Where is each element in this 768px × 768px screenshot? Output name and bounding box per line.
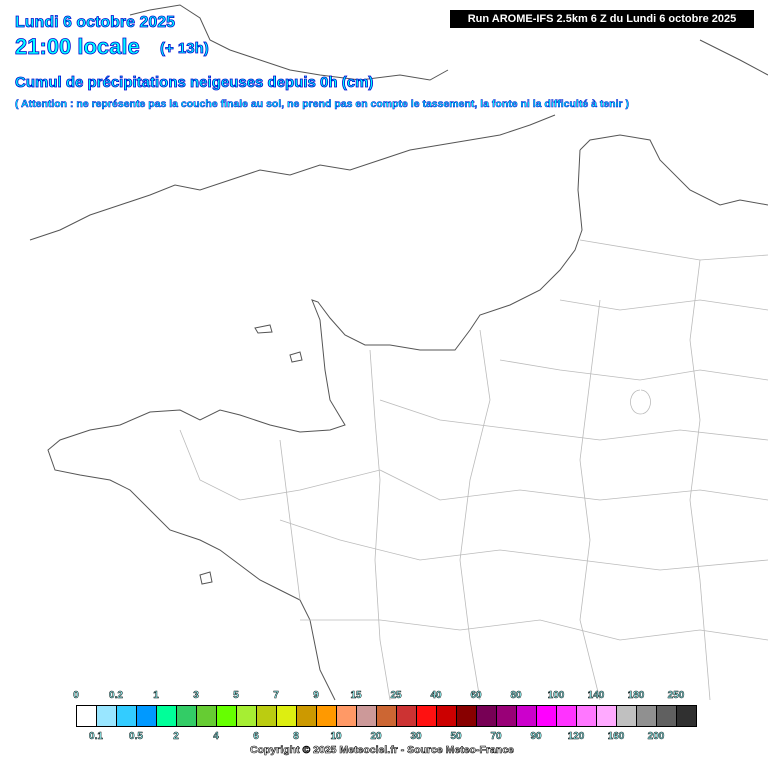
legend-swatch (397, 706, 417, 726)
legend-label-top: 7 (273, 690, 279, 702)
legend-swatch (317, 706, 337, 726)
legend-label-bottom: 0.5 (129, 731, 143, 743)
legend-label-top: 80 (510, 690, 522, 702)
legend-swatch (177, 706, 197, 726)
legend-label-bottom: 0.1 (89, 731, 103, 743)
legend-label-top: 60 (470, 690, 482, 702)
legend-label-top: 25 (390, 690, 402, 702)
legend-swatch (217, 706, 237, 726)
legend-label-bottom: 120 (567, 731, 585, 743)
legend-swatch (417, 706, 437, 726)
legend-label-bottom: 10 (330, 731, 342, 743)
legend-label-bottom: 6 (253, 731, 259, 743)
legend-label-top: 40 (430, 690, 442, 702)
legend-swatch (357, 706, 377, 726)
local-time: 21:00 locale (15, 34, 141, 60)
legend-label-top: 140 (587, 690, 605, 702)
lead-time: (+ 13h) (160, 40, 210, 58)
legend-swatch (577, 706, 597, 726)
legend-label-top: 100 (547, 690, 565, 702)
legend-swatch (517, 706, 537, 726)
legend-swatch (617, 706, 637, 726)
legend-swatch (77, 706, 97, 726)
legend-label-bottom: 160 (607, 731, 625, 743)
department-borders (179, 239, 768, 701)
coastline (29, 4, 768, 701)
legend-swatch (637, 706, 657, 726)
legend-label-top: 180 (627, 690, 645, 702)
legend-swatch (457, 706, 477, 726)
legend-swatch (677, 706, 696, 726)
legend-label-bottom: 4 (213, 731, 219, 743)
legend-swatch (257, 706, 277, 726)
legend-swatch (197, 706, 217, 726)
legend-swatch (477, 706, 497, 726)
legend-swatch (297, 706, 317, 726)
legend-label-top: 15 (350, 690, 362, 702)
legend-label-top: 5 (233, 690, 239, 702)
legend-swatch (337, 706, 357, 726)
legend-label-bottom: 30 (410, 731, 422, 743)
legend-label-bottom: 90 (530, 731, 542, 743)
legend-swatch (97, 706, 117, 726)
legend-swatch (137, 706, 157, 726)
map-title: Cumul de précipitations neigeuses depuis… (15, 74, 374, 92)
legend-swatch (597, 706, 617, 726)
copyright: Copyright © 2025 Meteociel.fr - Source M… (250, 744, 514, 757)
legend-label-bottom: 50 (450, 731, 462, 743)
legend-label-top: 0 (73, 690, 79, 702)
legend-swatch (437, 706, 457, 726)
legend-swatch (657, 706, 677, 726)
legend-label-top: 1 (153, 690, 159, 702)
legend-swatch (237, 706, 257, 726)
legend-label-bottom: 20 (370, 731, 382, 743)
color-legend (76, 705, 697, 727)
legend-swatch (117, 706, 137, 726)
legend-swatch (277, 706, 297, 726)
legend-swatch (537, 706, 557, 726)
legend-label-bottom: 200 (647, 731, 665, 743)
legend-swatch (377, 706, 397, 726)
legend-swatch (497, 706, 517, 726)
warning-note: ( Attention : ne représente pas la couch… (15, 98, 630, 111)
legend-label-bottom: 8 (293, 731, 299, 743)
legend-label-top: 0.2 (109, 690, 123, 702)
legend-swatch (557, 706, 577, 726)
legend-label-top: 250 (667, 690, 685, 702)
legend-label-top: 9 (313, 690, 319, 702)
legend-label-top: 3 (193, 690, 199, 702)
forecast-date: Lundi 6 octobre 2025 (15, 14, 176, 32)
run-info: Run AROME-IFS 2.5km 6 Z du Lundi 6 octob… (450, 10, 754, 28)
legend-label-bottom: 70 (490, 731, 502, 743)
legend-label-bottom: 2 (173, 731, 179, 743)
legend-swatch (157, 706, 177, 726)
